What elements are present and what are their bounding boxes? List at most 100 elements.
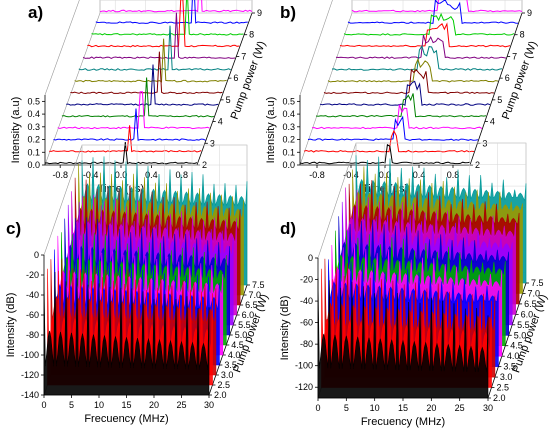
series-trace-2.5W xyxy=(303,129,475,153)
x-tick-label: 0.4 xyxy=(145,170,158,180)
y-tick-label: -100 xyxy=(295,361,313,371)
x-tick-label: 5 xyxy=(69,400,74,410)
z-tick-label: 6.5 xyxy=(524,299,537,309)
panel-2: b)-0.8 -0.4 0.0 0.4 0.80.00.10.20.30.40.5234… xyxy=(265,0,540,195)
z-tick-label: 6.5 xyxy=(245,300,258,310)
series-trace-3W xyxy=(307,115,479,141)
series-spectrum-2W xyxy=(317,277,489,399)
y-tick-label: 0.1 xyxy=(282,147,295,157)
series-trace-9W xyxy=(99,0,253,13)
z-tick-label: 2.5 xyxy=(496,383,509,393)
z-tick-label: 3.0 xyxy=(500,372,513,382)
z-tick-label: 5.0 xyxy=(514,330,527,340)
z-tick-label: 5 xyxy=(226,95,231,105)
series-trace-9W xyxy=(351,0,523,13)
x-tick-label: 15 xyxy=(121,400,131,410)
y-tick-label: -120 xyxy=(21,370,39,380)
x-tick-label: -0.4 xyxy=(83,170,99,180)
x-tick-label: 0.0 xyxy=(379,170,392,180)
z-tick-label: 5 xyxy=(497,95,502,105)
series-trace-3W xyxy=(53,108,206,141)
z-tick-label: 4 xyxy=(218,117,223,127)
x-tick-label: 10 xyxy=(370,403,380,413)
depth-axis-line xyxy=(469,12,523,166)
y-tick-label: 0.0 xyxy=(27,160,40,170)
y-tick-label: -120 xyxy=(295,382,313,392)
series-trace-6W xyxy=(78,25,232,71)
y-tick-label: -20 xyxy=(300,275,313,285)
x-tick-label: 0 xyxy=(41,400,46,410)
y-tick-label: -20 xyxy=(26,270,39,280)
z-tick-label: 8 xyxy=(249,30,254,40)
z-tick-label: 4.0 xyxy=(507,351,520,361)
series-trace-2.5W xyxy=(49,125,202,153)
series-trace-4W xyxy=(315,93,487,118)
y-tick-label: 0.3 xyxy=(27,122,40,132)
x-tick-label: 25 xyxy=(455,403,465,413)
depth-axis-line xyxy=(196,12,253,166)
series-trace-7.5W xyxy=(343,12,515,36)
panel-3: c) 0 5 10 15 20 25 30 -140 -120 -100 -80 -60 -40 -20 0 2… xyxy=(5,144,271,425)
depth-axis-line xyxy=(487,282,527,399)
y-axis-title: Intensity (a.u) xyxy=(10,97,22,164)
z-tick-label: 3.5 xyxy=(224,360,237,370)
x-axis-title: Frecuency (MHz) xyxy=(84,413,168,425)
series-trace-3.5W xyxy=(311,104,483,130)
panel-letter: d) xyxy=(280,219,296,238)
x-tick-label: -0.4 xyxy=(343,170,359,180)
z-tick-label: 6.0 xyxy=(521,309,534,319)
y-axis-title: Intensity (dB) xyxy=(279,296,291,361)
y-tick-label: -80 xyxy=(300,339,313,349)
panel-4: d) 0 5 10 15 20 25 30 -120 -100 -80 -60 -40 -20 0 2.02.… xyxy=(279,142,550,428)
x-axis-title: Frecuency (MHz) xyxy=(361,416,445,428)
series-trace-5W xyxy=(323,68,495,95)
z-tick-label: 2 xyxy=(475,160,480,170)
x-tick-label: 0.0 xyxy=(115,170,128,180)
series-trace-2W xyxy=(299,143,471,165)
x-tick-label: 0 xyxy=(315,403,320,413)
x-tick-label: 20 xyxy=(426,403,436,413)
z-tick-label: 7.0 xyxy=(528,288,541,298)
y-axis-title: Intensity (dB) xyxy=(5,293,17,358)
z-tick-label: 7.5 xyxy=(531,278,544,288)
z-tick-label: 7 xyxy=(512,51,517,61)
z-tick-label: 6 xyxy=(505,73,510,83)
y-tick-label: -40 xyxy=(26,290,39,300)
z-tick-label: 5.0 xyxy=(235,330,248,340)
y-tick-label: -40 xyxy=(300,296,313,306)
x-tick-label: 25 xyxy=(176,400,186,410)
panel-letter: b) xyxy=(280,3,296,22)
x-tick-label: 5 xyxy=(344,403,349,413)
z-tick-label: 6.0 xyxy=(242,310,255,320)
y-tick-label: -60 xyxy=(26,310,39,320)
y-tick-label: 0.5 xyxy=(282,96,295,106)
x-tick-label: 0.8 xyxy=(176,170,189,180)
series-trace-8W xyxy=(95,0,248,24)
z-tick-label: 2.0 xyxy=(214,390,227,400)
series-trace-6.5W xyxy=(82,12,236,59)
z-tick-label: 9 xyxy=(257,8,262,18)
z-tick-label: 5.5 xyxy=(517,320,530,330)
y-tick-label: 0 xyxy=(308,253,313,263)
series-trace-5W xyxy=(70,51,223,95)
series-trace-7W xyxy=(339,22,511,48)
series-trace-4W xyxy=(61,77,215,118)
y-tick-label: 0.4 xyxy=(27,109,40,119)
z-tick-label: 3.0 xyxy=(221,370,234,380)
y-tick-label: 0 xyxy=(34,250,39,260)
series-trace-2W xyxy=(44,142,198,165)
y-tick-label: -60 xyxy=(300,318,313,328)
z-tick-label: 3 xyxy=(210,138,215,148)
y-tick-label: -100 xyxy=(21,350,39,360)
panel-1: a)-0.8 -0.4 0.0 0.4 0.80.00.10.20.30.40.5234… xyxy=(10,0,268,195)
z-tick-label: 2.5 xyxy=(217,380,230,390)
y-tick-label: 0.3 xyxy=(282,122,295,132)
z-tick-label: 3.5 xyxy=(503,362,516,372)
x-tick-label: 0.4 xyxy=(413,170,426,180)
y-tick-label: 0.1 xyxy=(27,147,40,157)
z-tick-label: 4.5 xyxy=(231,340,244,350)
y-tick-label: 0.4 xyxy=(282,109,295,119)
y-tick-label: 0.2 xyxy=(27,135,40,145)
y-tick-label: -140 xyxy=(21,390,39,400)
